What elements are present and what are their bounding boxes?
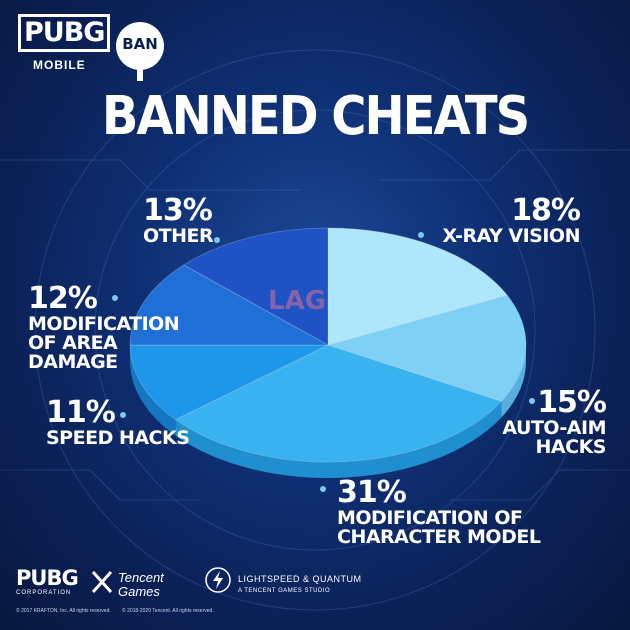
pct-autoaim: 15% [537, 385, 607, 420]
name-area-2: OF AREA DAMAGE [28, 331, 118, 374]
label-autoaim: 15% AUTO-AIM HACKS [470, 385, 607, 458]
ban-badge: BAN [116, 22, 164, 81]
name-character-2: CHARACTER MODEL [337, 525, 541, 548]
dot-area [112, 295, 118, 301]
dot-character [320, 486, 326, 492]
name-autoaim-1: AUTO-AIM [502, 416, 606, 439]
pct-character: 31% [337, 475, 407, 510]
badge-pin [137, 69, 143, 81]
name-speed: SPEED HACKS [46, 426, 190, 449]
name-character-1: MODIFICATION OF [337, 506, 523, 529]
pie-slice-0 [327, 227, 508, 346]
pct-area: 12% [28, 281, 98, 316]
tencent-games-icon [91, 570, 113, 594]
lightspeed-text: LIGHTSPEED & QUANTUM [238, 574, 362, 584]
pct-xray: 18% [511, 193, 581, 228]
copyright-tencent: © 2018-2020 Tencent. All rights reserved… [122, 608, 214, 614]
watermark: LAG [268, 286, 327, 316]
label-xray: 18% X-RAY VISION [440, 193, 581, 247]
pie-slice-3 [129, 344, 329, 421]
pct-other: 13% [143, 193, 213, 228]
dot-other [214, 237, 220, 243]
name-xray: X-RAY VISION [442, 224, 581, 247]
copyright-krafton: © 2017 KRAFTON, Inc. All rights reserved… [16, 608, 111, 614]
dot-autoaim [529, 398, 535, 404]
pie-slice-1 [326, 294, 527, 402]
name-area-1: MODIFICATION [28, 312, 180, 335]
logo-pubg-text: PUBG [18, 14, 111, 52]
pie-side-3 [130, 345, 176, 436]
pubg-mobile-logo: PUBG MOBILE [14, 14, 111, 76]
tencent-text: Tencent [118, 570, 164, 585]
pie-slice-4 [129, 264, 330, 346]
label-area: 12% MODIFICATION OF AREA DAMAGE [28, 281, 208, 374]
logo-mobile-text: MOBILE [33, 58, 86, 72]
pct-speed: 11% [46, 395, 116, 430]
ban-badge-text: BAN [122, 35, 158, 53]
footer-corporation: CORPORATION [16, 590, 72, 596]
pie-slice-5 [182, 227, 329, 346]
dot-speed [120, 412, 126, 418]
lightning-icon [205, 567, 231, 593]
chart-title: BANNED CHEATS [101, 84, 530, 148]
label-speed: 11% SPEED HACKS [46, 395, 206, 449]
pie-side-1 [501, 345, 526, 418]
label-other: 13% OTHER [143, 193, 243, 247]
footer-pubg-logo: PUBG [16, 566, 79, 590]
pie-side-2 [175, 401, 502, 478]
dot-xray [418, 232, 424, 238]
footer: PUBG CORPORATION Tencent Games LIGHTSPEE… [14, 566, 614, 626]
games-text: Games [118, 584, 160, 599]
pie-slice-2 [174, 344, 503, 463]
name-other: OTHER [143, 224, 214, 247]
lightspeed-subtext: A TENCENT GAMES STUDIO [238, 588, 331, 594]
name-autoaim-2: HACKS [535, 435, 607, 458]
label-character: 31% MODIFICATION OF CHARACTER MODEL [337, 475, 567, 548]
